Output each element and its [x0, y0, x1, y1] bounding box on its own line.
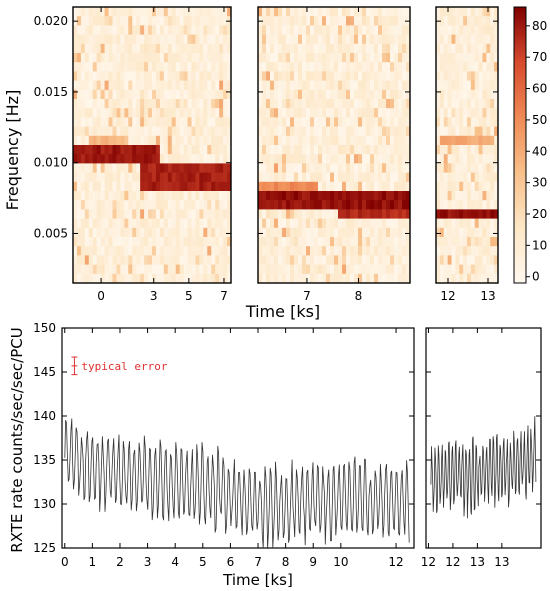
colorbar-tick-label: 50 [532, 113, 547, 127]
typical-error-marker [71, 356, 78, 376]
heatmap-y-tick: 0.015 [34, 85, 68, 99]
lightcurve-x-tick: 7 [254, 555, 262, 569]
heatmap-x-tick: 0 [97, 289, 105, 303]
colorbar-tick-label: 20 [532, 207, 547, 221]
heatmap-frame [72, 6, 232, 284]
lightcurve-y-tick: 130 [33, 497, 56, 511]
lightcurve-x-tick: 8 [282, 555, 290, 569]
colorbar-tick-label: 10 [532, 238, 547, 252]
colorbar-ticks: 0 10 20 30 40 50 60 70 80 [526, 19, 547, 284]
lightcurve-x-tick: 13 [470, 555, 485, 569]
lightcurve-y-tick: 125 [33, 541, 56, 555]
heatmap-y-label: Frequency [Hz] [3, 90, 22, 211]
lightcurve-y-tick: 135 [33, 453, 56, 467]
colorbar [513, 6, 527, 284]
heatmap-x-tick: 7 [220, 289, 228, 303]
heatmap-x-tick: 12 [440, 289, 455, 303]
heatmap-panel-1: 0 3 5 7 0.005 0.010 0.015 0.020 [34, 6, 232, 303]
heatmap-y-tick: 0.010 [34, 156, 68, 170]
heatmap-x-tick: 7 [303, 289, 311, 303]
typical-error-label: typical error [81, 360, 167, 373]
lightcurve-x-tick: 12 [421, 555, 436, 569]
heatmap-x-tick: 13 [480, 289, 495, 303]
lightcurve-x-tick: 12 [445, 555, 460, 569]
heatmap-frame [257, 6, 411, 284]
lightcurve-frame [425, 327, 542, 549]
lightcurve-series [430, 416, 537, 519]
heatmap-y-tick: 0.005 [34, 226, 68, 240]
colorbar-tick-label: 60 [532, 82, 547, 96]
lightcurve-x-tick: 10 [333, 555, 348, 569]
heatmap-x-label: Time [ks] [245, 302, 320, 321]
lightcurve-x-tick: 0 [61, 555, 69, 569]
heatmap-panel-3: 12 13 [435, 6, 499, 303]
heatmap-frame [435, 6, 499, 284]
lightcurve-x-tick: 4 [171, 555, 179, 569]
lightcurve-y-tick: 145 [33, 365, 56, 379]
heatmap-x-tick: 3 [150, 289, 158, 303]
lightcurve-y-tick: 140 [33, 409, 56, 423]
colorbar-tick-label: 30 [532, 176, 547, 190]
heatmap-y-tick: 0.020 [34, 14, 68, 28]
lightcurve-y-label: RXTE rate counts/sec/sec/PCU [8, 327, 26, 552]
heatmap-x-tick: 5 [185, 289, 193, 303]
lightcurve-x-tick: 13 [494, 555, 509, 569]
colorbar-tick-label: 70 [532, 50, 547, 64]
lightcurve-series [64, 418, 410, 549]
lightcurve-x-label: Time [ks] [222, 571, 293, 589]
lightcurve-x-tick: 5 [199, 555, 207, 569]
lightcurve-x-tick: 6 [227, 555, 235, 569]
colorbar-tick-label: 40 [532, 144, 547, 158]
colorbar-tick-label: 0 [532, 270, 540, 284]
lightcurve-x-tick: 9 [309, 555, 317, 569]
lightcurve-x-tick: 2 [116, 555, 124, 569]
lightcurve-y-tick: 150 [33, 321, 56, 335]
lightcurve-panel-2: 12 12 13 13 [421, 327, 542, 569]
heatmap-x-tick: 8 [355, 289, 363, 303]
lightcurve-frame [61, 327, 415, 549]
lightcurve-x-tick: 12 [388, 555, 403, 569]
lightcurve-x-tick: 1 [89, 555, 97, 569]
lightcurve-x-tick: 3 [144, 555, 152, 569]
colorbar-tick-label: 80 [532, 19, 547, 33]
